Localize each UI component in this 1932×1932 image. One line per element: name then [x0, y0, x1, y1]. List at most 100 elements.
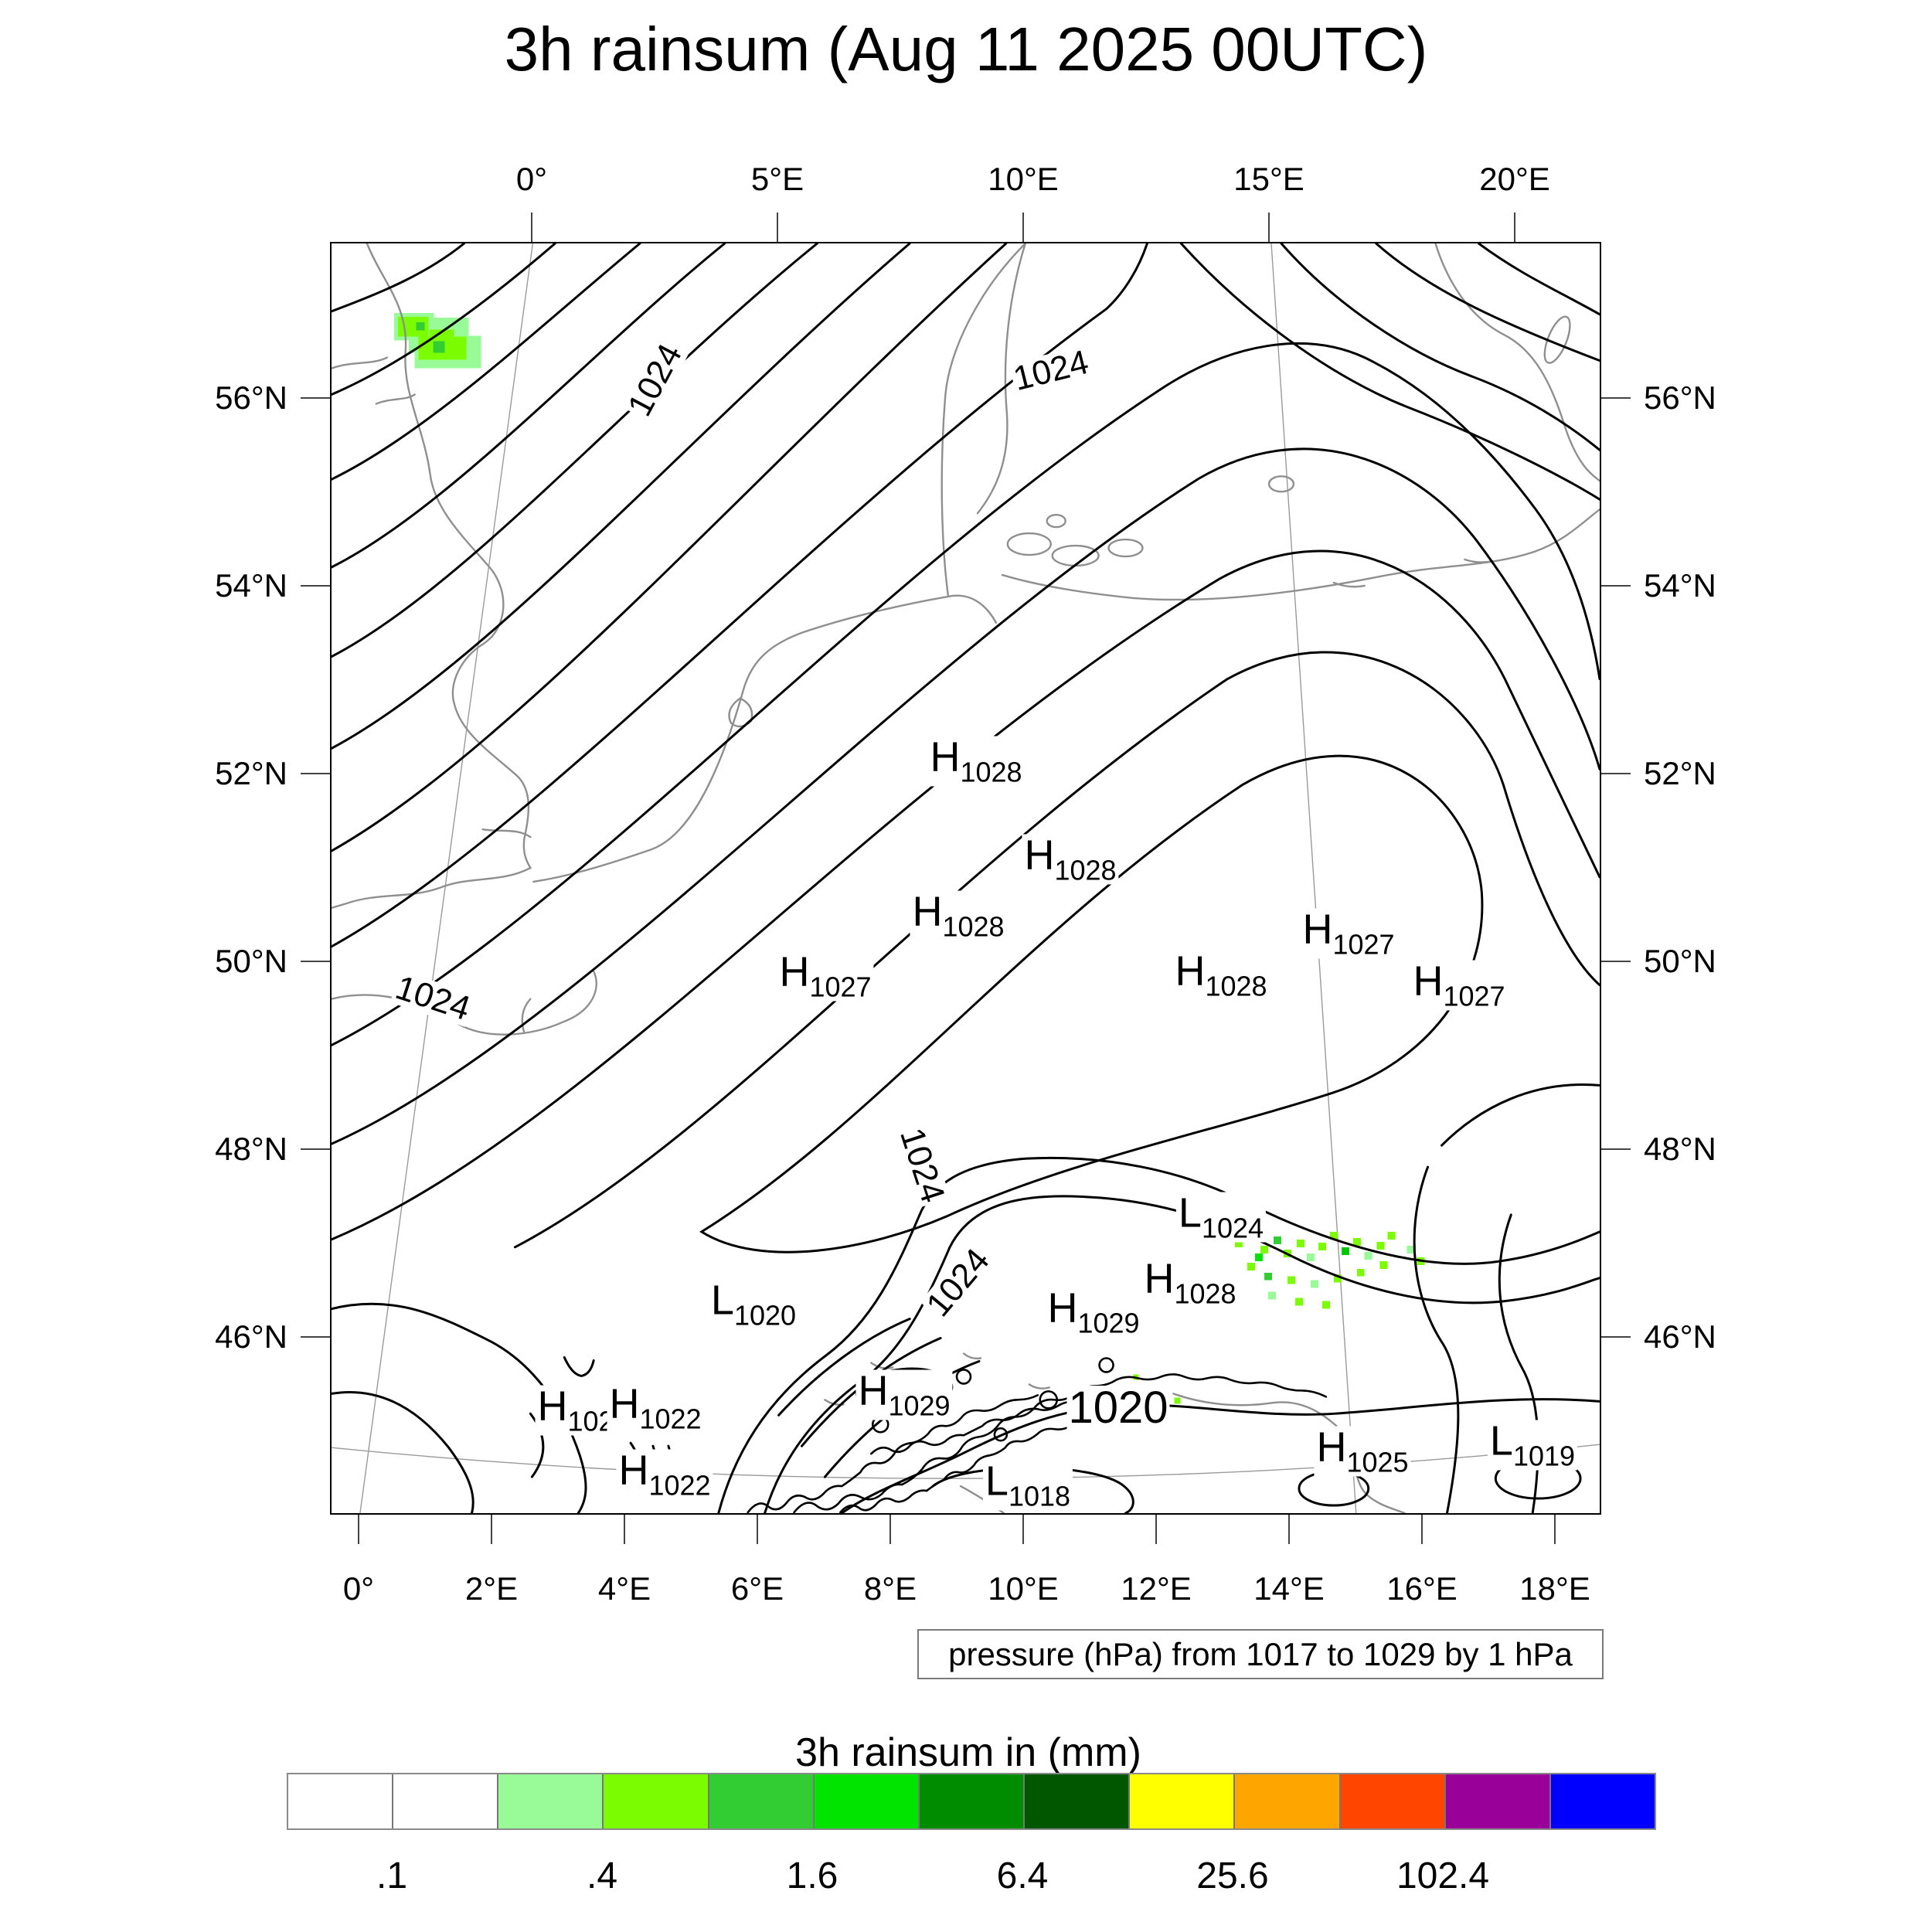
left-axis-tick: [301, 773, 330, 774]
right-axis-label: 50°N: [1644, 943, 1716, 979]
colorbar-tick-label: 25.6: [1196, 1855, 1269, 1896]
right-axis-tick: [1601, 961, 1631, 962]
bottom-axis-label: 0°: [342, 1570, 375, 1607]
right-axis-label: 52°N: [1644, 755, 1716, 791]
bottom-axis-tick: [1155, 1515, 1157, 1544]
pressure-value: 102: [567, 1405, 614, 1437]
pressure-value: 1025: [1346, 1446, 1409, 1478]
pressure-caption-box: pressure (hPa) from 1017 to 1029 by 1 hP…: [917, 1629, 1604, 1679]
right-axis-label: 46°N: [1644, 1318, 1716, 1355]
page-title: 3h rainsum (Aug 11 2025 00UTC): [504, 15, 1428, 83]
pressure-value: 1028: [960, 756, 1022, 788]
colorbar-tick-label: .1: [376, 1855, 408, 1896]
pressure-system-label: H1028: [927, 736, 1025, 788]
left-axis-tick: [301, 585, 330, 587]
pressure-system-label: H1022: [607, 1380, 704, 1435]
colorbar-tick-label: 1.6: [786, 1855, 838, 1896]
alps-contour-band: [747, 1357, 1328, 1513]
top-axis-tick: [777, 213, 778, 242]
pressure-value: 1029: [888, 1389, 951, 1422]
colorbar-segment: [393, 1774, 499, 1828]
pressure-symbol: H: [1175, 947, 1206, 995]
pressure-value: 1019: [1512, 1440, 1576, 1472]
right-axis-tick: [1601, 773, 1631, 774]
pressure-value: 1028: [1054, 854, 1117, 886]
bottom-axis-label: 16°E: [1386, 1570, 1458, 1607]
pressure-symbol: H: [779, 948, 810, 995]
colorbar: [287, 1773, 1656, 1830]
bottom-axis-tick: [1554, 1515, 1556, 1544]
colorbar-segment: [604, 1774, 709, 1828]
pressure-value: 1028: [1205, 970, 1267, 1002]
pressure-symbol: H: [1024, 832, 1055, 879]
colorbar-segment: [1340, 1774, 1446, 1828]
left-axis-tick: [301, 961, 330, 962]
bottom-axis-label: 2°E: [464, 1570, 519, 1607]
pressure-system-label: H1027: [1410, 957, 1508, 1012]
left-axis-tick: [301, 1148, 330, 1150]
top-axis-tick: [531, 213, 532, 242]
pressure-symbol: H: [912, 888, 943, 935]
top-axis-label: 20°E: [1479, 161, 1550, 197]
pressure-value: 1027: [1443, 980, 1505, 1012]
bottom-axis-tick: [889, 1515, 891, 1544]
colorbar-segment: [919, 1774, 1026, 1828]
graticule: [332, 243, 1600, 1513]
top-axis-label: 5°E: [750, 161, 804, 197]
pressure-symbol: H: [1302, 906, 1333, 953]
bottom-axis-tick: [358, 1515, 359, 1544]
contour-value-label: 1020: [1066, 1383, 1170, 1433]
pressure-symbol: L: [1178, 1189, 1202, 1236]
colorbar-tick-label: 6.4: [996, 1855, 1049, 1896]
bottom-axis-label: 6°E: [730, 1570, 784, 1607]
colorbar-segment: [1025, 1774, 1131, 1828]
pressure-system-label: H1028: [1172, 947, 1270, 1002]
bottom-axis-tick: [491, 1515, 492, 1544]
top-axis-tick: [1268, 213, 1270, 242]
right-axis-tick: [1601, 1148, 1631, 1150]
bottom-axis-label: 12°E: [1121, 1570, 1192, 1607]
pressure-value: 1020: [733, 1299, 797, 1332]
pressure-system-label: L1020: [708, 1279, 799, 1332]
pressure-system-label: H1028: [1141, 1257, 1239, 1308]
pressure-system-label: L1019: [1487, 1420, 1578, 1472]
bottom-axis-tick: [1288, 1515, 1290, 1544]
pressure-symbol: H: [1413, 957, 1444, 1005]
pressure-system-label: H1022: [616, 1449, 713, 1500]
left-axis-label: 52°N: [215, 755, 287, 791]
colorbar-title: 3h rainsum in (mm): [795, 1730, 1141, 1775]
right-axis-tick: [1601, 585, 1631, 587]
pressure-value: 1018: [1008, 1480, 1071, 1512]
pressure-system-label: H1027: [1300, 906, 1397, 961]
colorbar-segment: [1550, 1774, 1655, 1828]
bottom-axis-label: 8°E: [863, 1570, 917, 1607]
right-axis-tick: [1601, 1336, 1631, 1338]
colorbar-tick-label: 102.4: [1396, 1855, 1490, 1896]
pressure-system-label: L1018: [982, 1460, 1073, 1512]
colorbar-segment: [498, 1774, 604, 1828]
pressure-system-label: L1024: [1175, 1189, 1267, 1243]
bottom-axis-label: 10°E: [988, 1570, 1059, 1607]
pressure-symbol: H: [609, 1380, 640, 1427]
bottom-axis-tick: [1022, 1515, 1024, 1544]
colorbar-segment: [1445, 1774, 1551, 1828]
bottom-axis-label: 14°E: [1253, 1570, 1325, 1607]
top-axis-tick: [1514, 213, 1515, 242]
bottom-axis-tick: [624, 1515, 625, 1544]
right-axis-label: 56°N: [1644, 379, 1716, 416]
pressure-system-label: H1028: [1022, 832, 1119, 886]
colorbar-segment: [1130, 1774, 1236, 1828]
pressure-value: 1029: [1077, 1307, 1140, 1339]
pressure-system-label: H1028: [910, 888, 1007, 943]
top-axis-tick: [1022, 213, 1024, 242]
right-axis-label: 54°N: [1644, 567, 1716, 604]
pressure-value: 1022: [639, 1403, 702, 1435]
pressure-value: 1028: [942, 910, 1005, 943]
left-axis-tick: [301, 1336, 330, 1338]
pressure-system-label: H1029: [855, 1369, 953, 1422]
left-axis-label: 54°N: [215, 567, 287, 604]
pressure-value: 1027: [1332, 928, 1395, 961]
pressure-value: 1027: [809, 971, 872, 1003]
pressure-system-label: H1027: [777, 948, 874, 1003]
